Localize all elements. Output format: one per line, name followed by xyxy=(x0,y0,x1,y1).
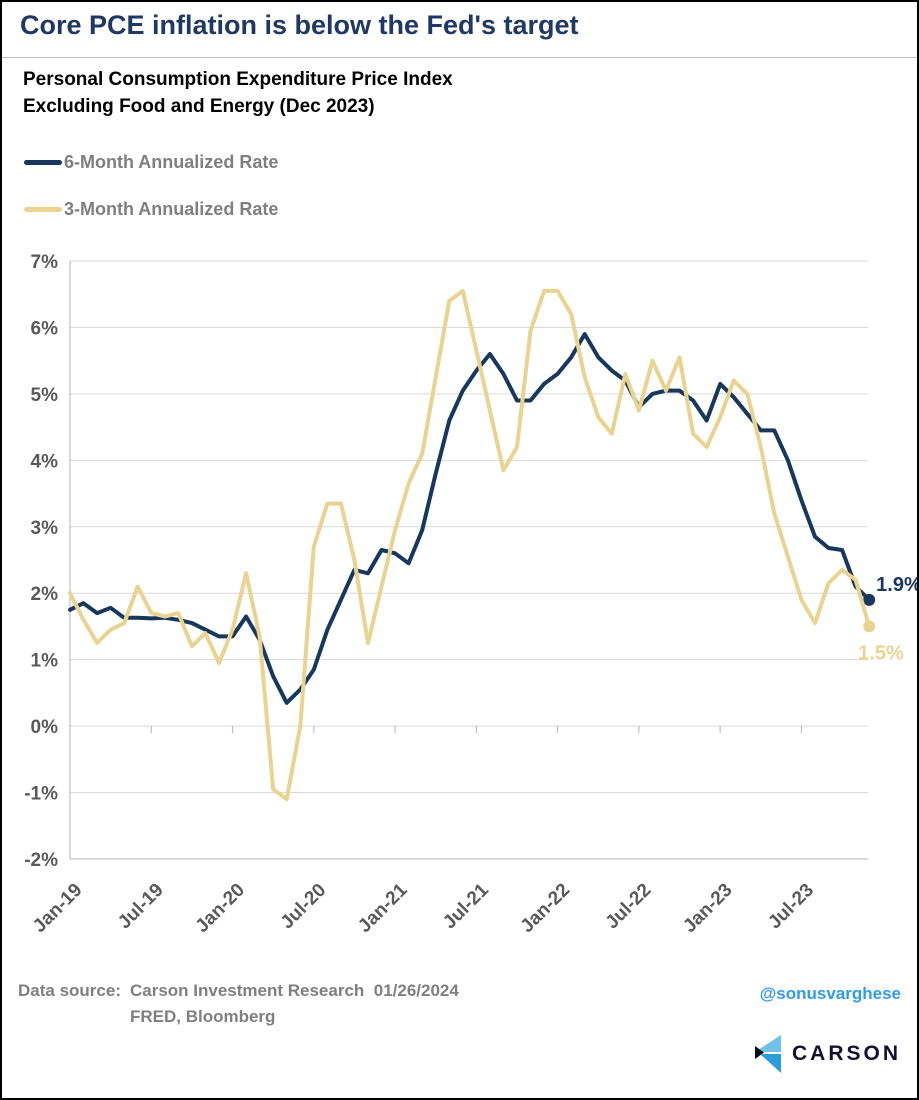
x-tick-label: Jul-20 xyxy=(277,880,331,934)
series-line-6-month xyxy=(68,332,872,705)
y-tick-label: 3% xyxy=(31,518,59,539)
data-source-label: Data source: xyxy=(18,981,121,1000)
x-tick-label: Jul-22 xyxy=(602,880,656,934)
y-tick-label: 6% xyxy=(31,318,59,339)
y-tick-label: 4% xyxy=(31,451,59,472)
x-tick-label: Jan-19 xyxy=(29,880,86,937)
legend-label-3-month: 3-Month Annualized Rate xyxy=(64,199,279,219)
x-tick-label: Jul-19 xyxy=(114,880,168,934)
end-label-3-month: 1.5% xyxy=(858,642,904,664)
x-tick-label: Jul-21 xyxy=(439,879,493,933)
chart-subtitle: Personal Consumption Expenditure Price I… xyxy=(23,66,453,120)
legend-label-6-month: 6-Month Annualized Rate xyxy=(64,152,279,172)
legend-item-6-month: 6-Month Annualized Rate xyxy=(24,139,278,186)
carson-logo-icon xyxy=(754,1035,781,1073)
header-divider xyxy=(2,57,917,58)
gridlines xyxy=(70,260,868,860)
x-axis-labels: Jan-19 Jul-19 Jan-20 Jul-20 Jan-21 Jul-21 Jan-… xyxy=(29,879,818,937)
data-source-line-1: Carson Investment Research 01/26/2024 xyxy=(129,981,459,1000)
legend-item-3-month: 3-Month Annualized Rate xyxy=(24,186,278,233)
end-marker-3-month xyxy=(863,620,876,633)
data-source: Data source: Carson Investment Research … xyxy=(18,978,459,1030)
page-title: Core PCE inflation is below the Fed's ta… xyxy=(20,10,579,40)
carson-logo: CARSON xyxy=(752,1034,901,1074)
x-tick-label: Jan-21 xyxy=(354,879,412,937)
data-source-line-2: FRED, Bloomberg xyxy=(129,1007,276,1026)
x-tick-label: Jan-20 xyxy=(192,880,249,937)
y-tick-label: -2% xyxy=(24,850,58,871)
y-tick-label: 5% xyxy=(31,385,59,406)
subtitle-line-1: Personal Consumption Expenditure Price I… xyxy=(23,69,453,90)
y-tick-label: 0% xyxy=(31,717,59,738)
subtitle-line-2: Excluding Food and Energy (Dec 2023) xyxy=(23,96,375,117)
x-tick-label: Jul-23 xyxy=(764,880,818,934)
x-tick-label: Jan-22 xyxy=(517,880,574,937)
y-tick-label: -1% xyxy=(24,784,58,805)
end-label-6-month: 1.9% xyxy=(876,574,917,596)
y-tick-label: 7% xyxy=(31,252,59,273)
y-tick-label: 2% xyxy=(31,584,59,605)
x-tick-label: Jan-23 xyxy=(679,880,736,937)
legend-swatch-3-month-icon xyxy=(24,207,62,212)
series-line-3-month xyxy=(68,288,872,802)
y-tick-label: 1% xyxy=(31,651,59,672)
twitter-handle-link[interactable]: @sonusvarghese xyxy=(759,984,901,1003)
carson-logo-text: CARSON xyxy=(791,1042,901,1065)
legend-swatch-6-month-icon xyxy=(24,160,62,165)
data-source-lines: Carson Investment Research 01/26/2024 FR… xyxy=(130,978,459,1030)
y-axis-labels: 7% 6% 5% 4% 3% 2% 1% 0% -1% -2% xyxy=(24,252,58,871)
zero-line-ticks xyxy=(69,726,803,734)
end-marker-6-month xyxy=(863,593,876,606)
chart-legend: 6-Month Annualized Rate 3-Month Annualiz… xyxy=(24,139,278,233)
